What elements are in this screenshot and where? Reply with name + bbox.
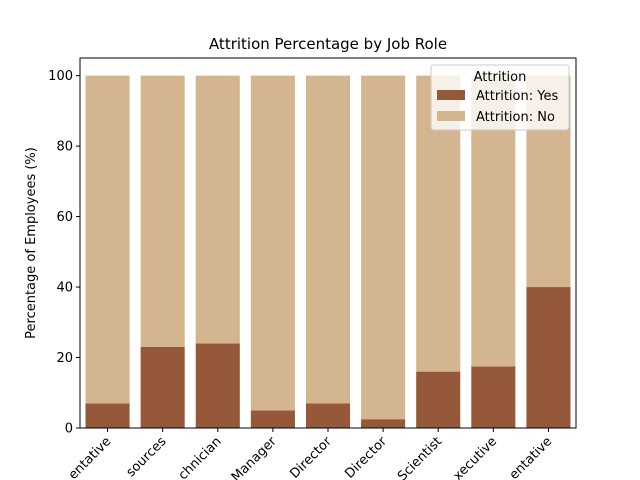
x-tick-label: entative [507,434,556,480]
legend-label-yes: Attrition: Yes [476,89,558,104]
x-tick-label: Manager [229,434,280,480]
chart-title: Attrition Percentage by Job Role [209,35,447,53]
bar-no-2 [195,75,240,344]
x-tick-label: chnician [176,434,225,480]
plot-frame [79,57,577,429]
legend: Attrition Attrition: Yes Attrition: No [430,64,570,131]
y-tick-label: 40 [56,281,73,296]
x-ticks-group: entative sources chnician Manager Director Di… [66,428,555,480]
x-tick-label: Director [342,434,390,480]
legend-title: Attrition [474,70,527,85]
legend-box [430,64,570,131]
x-tick-label: sources [124,434,170,480]
bar-yes-4 [305,403,351,428]
legend-swatch-yes [437,90,465,100]
bar-yes-2 [195,343,240,428]
bar-no-5 [361,75,406,420]
legend-label-no: Attrition: No [476,110,555,125]
bar-yes-7 [471,366,516,428]
y-tick-label: 60 [56,210,73,225]
x-tick-label: entative [66,434,115,480]
y-ticks-group: 0 20 40 60 80 100 [48,69,80,437]
bar-yes-8 [526,287,571,428]
x-tick-label: xecutive [451,434,501,480]
x-tick-label: Scientist [395,434,445,480]
bar-no-0 [85,75,130,404]
bar-yes-0 [85,403,130,428]
bar-yes-5 [361,419,406,428]
bar-no-4 [305,75,351,404]
y-tick-label: 100 [48,69,73,84]
y-tick-label: 0 [65,422,73,437]
bar-no-1 [140,75,185,347]
bar-yes-3 [250,410,295,428]
y-tick-label: 80 [56,140,73,155]
y-axis-title: Percentage of Employees (%) [24,147,39,339]
bar-yes-6 [416,371,461,428]
bar-no-3 [250,75,295,411]
x-tick-label: Director [287,434,335,480]
bar-yes-1 [140,346,185,428]
legend-swatch-no [437,111,465,121]
y-tick-label: 20 [56,351,73,366]
bars-group [85,75,571,428]
